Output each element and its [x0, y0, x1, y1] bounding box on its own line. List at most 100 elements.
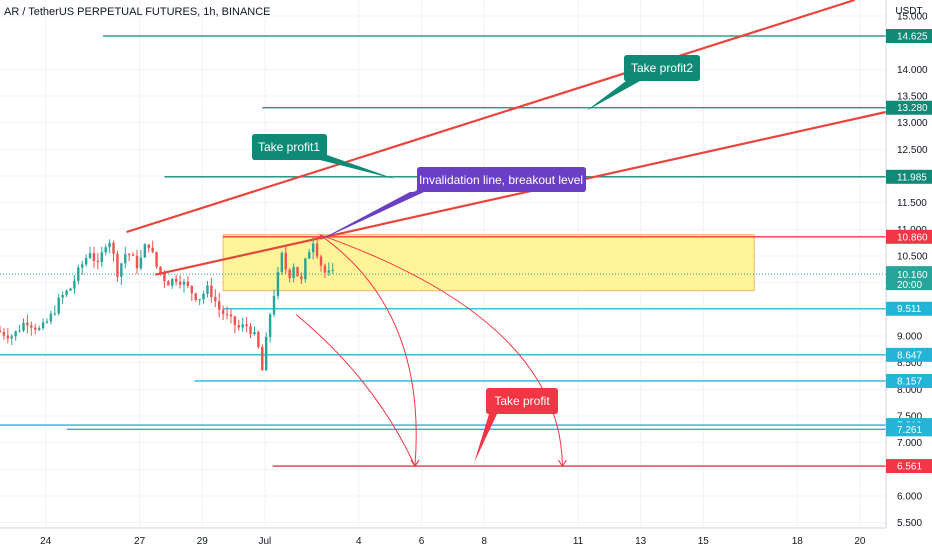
level-badge-text: 11.985 — [897, 172, 927, 183]
candle-body — [88, 253, 92, 258]
candle-body — [131, 254, 135, 256]
arc-arrowhead — [410, 459, 420, 467]
time-axis[interactable]: 24 27 29 Jul 4 6 8 11 13 15 18 20 — [0, 527, 932, 550]
price-badges: 14.625 13.280 11.985 10.860 9.511 8.647 8.157 7… — [886, 29, 932, 474]
candle-body — [135, 255, 139, 269]
candle-body — [233, 316, 237, 326]
candle-body — [225, 314, 229, 316]
price-axis-background — [886, 0, 932, 528]
candle-body — [2, 331, 6, 336]
candle-body — [245, 324, 248, 327]
price-tick-label: 8.500 — [897, 358, 922, 369]
time-tick-label: 15 — [698, 536, 710, 547]
current-price-badge — [886, 266, 932, 291]
arc-arrowhead — [557, 459, 567, 467]
candle-body — [308, 252, 311, 259]
candle-body — [261, 346, 264, 371]
level-badge — [886, 169, 932, 184]
candle-body — [14, 331, 17, 337]
level-badge — [886, 459, 932, 474]
callout-invalidation-text: Invalidation line, breakout level — [419, 173, 583, 187]
callout-take-profit2-text: Take profit2 — [631, 61, 693, 75]
level-badge — [886, 229, 932, 244]
time-tick-label: 29 — [197, 536, 209, 547]
candle-body — [257, 332, 260, 347]
candle-body — [84, 257, 88, 265]
candle-body — [214, 296, 217, 302]
price-tick-label: 14.000 — [897, 65, 928, 76]
candle-body — [288, 269, 291, 279]
candle-body — [264, 336, 268, 371]
arcs-layer — [295, 234, 567, 467]
candle-body — [202, 293, 205, 300]
candle-body — [69, 288, 72, 291]
price-tick-label: 6.000 — [897, 492, 922, 503]
candle-body — [22, 322, 25, 331]
candle-body — [194, 293, 197, 301]
current-price-text: 10.160 — [897, 270, 928, 281]
candle-body — [280, 252, 284, 273]
callout-invalidation[interactable]: Invalidation line, breakout level — [316, 167, 586, 242]
price-tick-label: 7.500 — [897, 412, 922, 423]
level-badge — [886, 347, 932, 362]
time-tick-label: 27 — [134, 536, 146, 547]
time-tick-label: 4 — [356, 536, 362, 547]
callout-invalidation-shape — [316, 167, 586, 242]
candles-layer — [0, 237, 334, 371]
candle-body — [96, 260, 100, 263]
candle-body — [272, 295, 276, 315]
time-tick-label: 11 — [573, 536, 584, 547]
candle-body — [210, 285, 213, 297]
candle-body — [171, 278, 174, 286]
price-axis[interactable]: USDT 15.00014.00013.50013.00012.50012.00… — [885, 0, 932, 529]
time-tick-label: 18 — [792, 536, 804, 547]
trendline — [155, 110, 887, 276]
candle-body — [206, 285, 209, 294]
candle-body — [41, 322, 45, 329]
price-zone-box — [222, 234, 755, 292]
countdown-text: 20:00 — [897, 280, 922, 291]
candle-body — [143, 244, 147, 258]
projection-arc — [295, 314, 416, 467]
candle-body — [292, 266, 295, 279]
candle-body — [315, 243, 319, 257]
candle-body — [0, 330, 2, 332]
candle-body — [249, 326, 252, 335]
candle-body — [10, 336, 13, 339]
chart-title: AR / TetherUS PERPETUAL FUTURES, 1h, BIN… — [4, 6, 271, 18]
candle-body — [49, 313, 53, 322]
candle-body — [174, 278, 178, 282]
candle-body — [53, 313, 57, 315]
candle-body — [65, 290, 68, 296]
time-tick-label: 24 — [40, 536, 52, 547]
candle-body — [182, 281, 186, 285]
candle-body — [221, 309, 225, 315]
candle-body — [151, 247, 154, 253]
candle-body — [296, 266, 299, 277]
candle-body — [163, 272, 166, 282]
candle-body — [304, 258, 307, 280]
candle-body — [284, 252, 287, 270]
callout-take-profit1-shape — [252, 134, 395, 179]
candle-body — [116, 253, 119, 277]
candle-body — [147, 244, 150, 248]
level-badge-text: 8.647 — [897, 350, 922, 361]
projection-arc — [319, 234, 417, 467]
callout-take-profit[interactable]: Take profit — [474, 388, 558, 463]
candle-body — [127, 254, 131, 256]
price-tick-label: 5.500 — [897, 518, 922, 529]
price-tick-label: 8.000 — [897, 385, 922, 396]
callout-take-profit2[interactable]: Take profit2 — [586, 55, 700, 111]
callout-take-profit2-shape — [586, 55, 700, 111]
callout-take-profit1[interactable]: Take profit1 — [252, 134, 395, 179]
candle-body — [229, 314, 233, 317]
candle-body — [57, 297, 60, 314]
callout-take-profit1-text: Take profit1 — [258, 140, 320, 154]
candle-body — [77, 267, 80, 281]
level-badge-text: 13.280 — [897, 103, 928, 114]
currency-label: USDT — [895, 6, 922, 17]
price-tick-label: 15.000 — [897, 12, 928, 23]
candle-body — [323, 265, 327, 273]
price-tick-label: 11.500 — [897, 198, 927, 209]
